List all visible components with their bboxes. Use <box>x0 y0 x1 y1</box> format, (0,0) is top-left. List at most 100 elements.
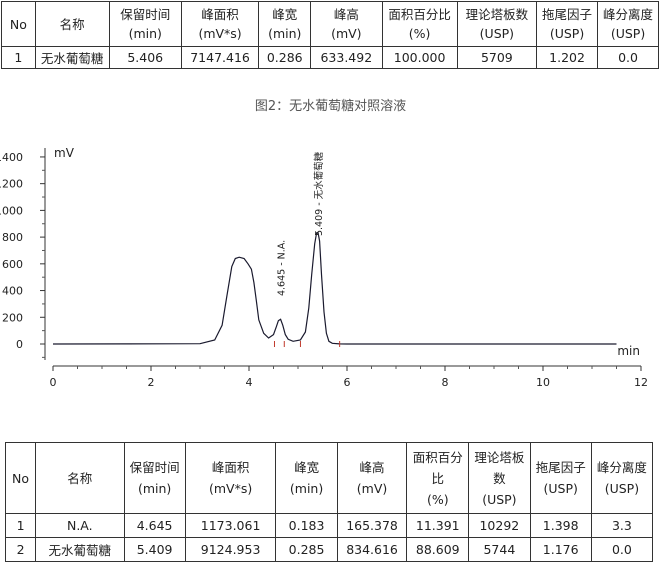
table-cell: 5709 <box>456 46 538 69</box>
column-header: 拖尾因子 (USP) <box>529 442 592 514</box>
column-header-text: (mV*s) <box>198 26 242 41</box>
column-header-text: 理论塔板 <box>474 449 525 465</box>
column-header-text: 峰面积 <box>201 7 239 22</box>
column-header-text: 名称 <box>59 16 85 32</box>
y-tick-label: 0 <box>16 338 23 351</box>
column-header-text: 峰宽 <box>294 460 320 475</box>
results-table-standard: No 名称 保留时间 (min) 峰面积 (mV*s) 峰宽 (min) 峰高 (mV) 面积百分比… <box>1 1 659 69</box>
y-axis-label: mV <box>54 146 75 160</box>
column-header-text: 面积百分 <box>412 449 463 465</box>
column-header-text: (min) <box>289 481 324 496</box>
table-cell: 2 <box>4 537 37 562</box>
column-header: 峰宽 (min) <box>258 1 312 47</box>
column-header-text: 名称 <box>67 470 93 486</box>
table-cell: 1173.061 <box>184 513 277 538</box>
column-header-text: No <box>9 16 27 32</box>
table-row: 1 无水葡萄糖 5.406 7147.416 0.286 633.492 100.000 57… <box>1 46 659 69</box>
table-cell: 0.285 <box>275 537 338 562</box>
table-cell: 5.406 <box>108 46 182 69</box>
column-header-text: (USP) <box>479 26 515 41</box>
column-header: 峰面积 (mV*s) <box>184 442 277 514</box>
column-header: 名称 <box>35 442 125 514</box>
x-tick-label: 2 <box>148 376 155 389</box>
column-header-text: 拖尾因子 <box>542 7 593 22</box>
x-tick-label: 6 <box>344 376 351 389</box>
table-cell: 0.0 <box>590 537 654 562</box>
column-header-text: 峰高 <box>333 7 359 22</box>
x-tick-label: 12 <box>634 376 648 389</box>
table-cell: 0.183 <box>275 513 338 538</box>
column-header: 峰分离度 (USP) <box>590 442 654 514</box>
column-header: 理论塔板数 (USP) <box>468 442 531 514</box>
column-header-text: No <box>12 470 30 486</box>
y-tick-label: 400 <box>2 285 23 298</box>
column-header-text: 理论塔板数 <box>465 7 529 22</box>
table-cell: N.A. <box>35 513 125 538</box>
chromatogram-chart: 0 200 400 600 800 1000 1200 1400 0 2 4 6 8 10 12 mV min 4… <box>0 146 648 389</box>
table-cell: 1 <box>4 513 37 538</box>
peak-label: 5.409 - 无水葡萄糖 <box>313 151 325 236</box>
table-cell: 633.492 <box>310 46 383 69</box>
y-tick-label: 600 <box>2 258 23 271</box>
table-cell: 4.645 <box>123 513 186 538</box>
column-header: 名称 <box>34 1 110 47</box>
column-header: 保留时间 (min) <box>123 442 186 514</box>
series-line <box>52 231 617 345</box>
column-header-text: 保留时间 <box>129 460 180 475</box>
column-header: 峰分离度 (USP) <box>597 1 659 47</box>
column-header: No <box>4 442 37 514</box>
column-header-text: 峰面积 <box>211 460 250 475</box>
column-header-text: (USP) <box>610 26 646 41</box>
column-header-text: 拖尾因子 <box>535 460 586 475</box>
table-row: 1 N.A. 4.645 1173.061 0.183 165.378 11.391 1029… <box>4 513 654 538</box>
y-tick-label: 800 <box>2 231 23 244</box>
column-header-text: (USP) <box>604 481 640 496</box>
column-header-text: (min) <box>268 26 302 41</box>
table-cell: 1.176 <box>529 537 592 562</box>
table-cell: 0.286 <box>258 46 312 69</box>
table-cell: 1.202 <box>536 46 599 69</box>
column-header: 峰宽 (min) <box>275 442 338 514</box>
column-header-text: (USP) <box>549 26 585 41</box>
column-header: 理论塔板数 (USP) <box>456 1 538 47</box>
y-tick-label: 1000 <box>0 204 23 217</box>
table-header-row: No 名称 保留时间 (min) 峰面积 (mV*s) 峰宽 (min) 峰高 (mV) 面积百分比… <box>1 1 659 47</box>
table-cell: 5744 <box>468 537 531 562</box>
column-header: 面积百分比 (%) <box>381 1 458 47</box>
column-header-text: 峰分离度 <box>603 7 654 22</box>
column-header-text: (%) <box>426 491 449 507</box>
column-header-text: (mV*s) <box>208 481 253 496</box>
x-tick-label: 8 <box>442 376 449 389</box>
column-header-text: (min) <box>128 26 162 41</box>
table-cell: 10292 <box>468 513 531 538</box>
column-header-text: (min) <box>137 481 172 496</box>
column-header: 拖尾因子 (USP) <box>536 1 599 47</box>
column-header-text: 面积百分比 <box>388 7 451 22</box>
table-cell: 无水葡萄糖 <box>35 537 125 562</box>
table-cell: 0.0 <box>597 46 659 69</box>
column-header: 峰高 (mV) <box>310 1 383 47</box>
column-header: 峰面积 (mV*s) <box>180 1 260 47</box>
column-header-text: 峰分离度 <box>596 460 647 475</box>
column-header-text: 比 <box>431 470 445 486</box>
column-header: 面积百分比 (%) <box>406 442 470 514</box>
table-cell: 165.378 <box>336 513 408 538</box>
x-axis-label: min <box>617 344 640 358</box>
figure-caption: 图2：无水葡萄糖对照溶液 <box>254 99 407 114</box>
column-header-text: 峰高 <box>359 460 385 475</box>
column-header-text: (USP) <box>482 491 517 507</box>
x-tick-label: 10 <box>536 376 550 389</box>
peak-label: 4.645 - N.A. <box>277 240 288 296</box>
y-tick-label: 200 <box>2 311 23 324</box>
table-cell: 3.3 <box>590 513 654 538</box>
column-header-text: 峰宽 <box>272 7 298 22</box>
table-cell: 834.616 <box>336 537 408 562</box>
table-cell: 11.391 <box>406 513 470 538</box>
column-header-text: 数 <box>493 470 506 486</box>
x-tick-label: 4 <box>246 376 253 389</box>
table-header-row: No 名称 保留时间 (min) 峰面积 (mV*s) 峰宽 (min) 峰高 (mV) 面积百分比… <box>4 442 654 514</box>
table-row: 2 无水葡萄糖 5.409 9124.953 0.285 834.616 88.609 574… <box>4 537 654 562</box>
column-header: 峰高 (mV) <box>336 442 408 514</box>
x-tick-label: 0 <box>50 376 57 389</box>
table-cell: 100.000 <box>381 46 458 69</box>
